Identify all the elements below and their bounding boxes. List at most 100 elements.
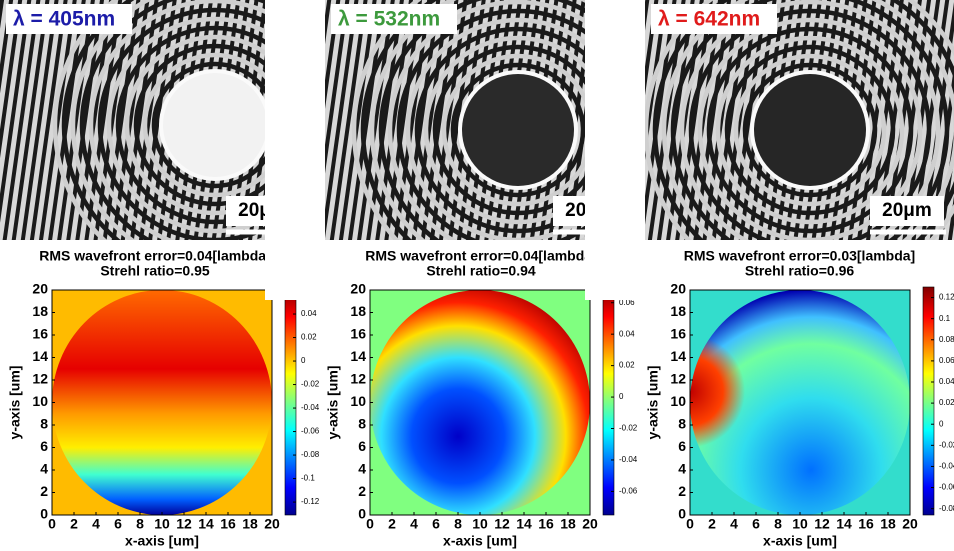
fringe-ring — [715, 35, 905, 225]
x-tick-label: 0 — [686, 516, 694, 532]
y-tick-label: 18 — [670, 303, 686, 319]
wavelength-label: λ = 405nm — [13, 8, 115, 31]
colorbar-tick-label: -0.04 — [939, 462, 954, 471]
colorbar — [284, 286, 297, 516]
y-tick-label: 18 — [350, 303, 366, 319]
x-tick-label: 10 — [154, 516, 170, 532]
colorbar-tick-label: 0.12 — [939, 293, 954, 302]
colorbar-tick-label: -0.06 — [939, 483, 954, 492]
y-tick-label: 8 — [40, 416, 48, 432]
colorbar-tick-label: 0.1 — [939, 314, 951, 323]
x-tick-label: 12 — [176, 516, 192, 532]
x-tick-label: 8 — [454, 516, 462, 532]
y-axis-label: y-axis [um] — [7, 366, 23, 440]
colorbar-tick-label: 0 — [939, 419, 944, 428]
y-tick-label: 4 — [678, 461, 686, 477]
x-tick-label: 12 — [814, 516, 830, 532]
x-tick-label: 14 — [836, 516, 852, 532]
x-axis-label: x-axis [um] — [125, 533, 199, 549]
fringe-ring — [706, 26, 914, 234]
y-axis-label: y-axis [um] — [645, 366, 661, 440]
x-tick-label: 6 — [432, 516, 440, 532]
aperture — [163, 73, 267, 177]
y-tick-label: 20 — [670, 281, 686, 297]
label-box — [651, 4, 777, 34]
colorbar-tick-label: 0.04 — [619, 329, 635, 338]
y-tick-label: 20 — [350, 281, 366, 297]
y-axis-label: y-axis [um] — [325, 366, 341, 440]
y-tick-label: 10 — [670, 393, 686, 409]
x-tick-label: 6 — [752, 516, 760, 532]
strehl-text: Strehl ratio=0.95 — [100, 263, 210, 279]
y-tick-label: 20 — [32, 281, 48, 297]
y-tick-label: 18 — [32, 303, 48, 319]
aperture — [462, 74, 574, 186]
y-tick-label: 10 — [350, 393, 366, 409]
y-tick-label: 14 — [670, 348, 686, 364]
fringe-ring — [742, 62, 878, 198]
colorbar-tick-label: 0.06 — [939, 356, 954, 365]
colorbar — [922, 286, 935, 516]
x-tick-label: 20 — [264, 516, 280, 532]
x-tick-label: 4 — [730, 516, 738, 532]
y-tick-label: 12 — [350, 371, 366, 387]
x-tick-label: 18 — [880, 516, 896, 532]
colorbar-tick-label: 0 — [619, 392, 624, 401]
x-tick-label: 18 — [242, 516, 258, 532]
y-tick-label: 0 — [358, 506, 366, 522]
x-tick-label: 4 — [92, 516, 100, 532]
scale-label: 20μm — [882, 200, 932, 221]
x-tick-label: 20 — [582, 516, 598, 532]
x-axis-label: x-axis [um] — [763, 533, 837, 549]
colorbar-tick-label: 0.08 — [939, 335, 954, 344]
y-tick-label: 6 — [358, 438, 366, 454]
x-tick-label: 8 — [136, 516, 144, 532]
y-tick-label: 2 — [358, 483, 366, 499]
colorbar-tick-label: 0.04 — [939, 377, 954, 386]
y-tick-label: 4 — [40, 461, 48, 477]
x-tick-label: 6 — [114, 516, 122, 532]
x-tick-label: 0 — [366, 516, 374, 532]
y-tick-label: 2 — [678, 483, 686, 499]
fringe-ring — [733, 53, 887, 207]
colorbar-tick-label: 0.02 — [939, 398, 954, 407]
x-tick-label: 2 — [70, 516, 78, 532]
x-tick-label: 10 — [792, 516, 808, 532]
y-tick-label: 16 — [32, 326, 48, 342]
y-tick-label: 6 — [678, 438, 686, 454]
x-axis-label: x-axis [um] — [443, 533, 517, 549]
wavefront-map — [370, 290, 590, 515]
image-frame — [585, 0, 954, 300]
rms-text: RMS wavefront error=0.03[lambda] — [684, 248, 915, 264]
y-tick-label: 6 — [40, 438, 48, 454]
wavefront-lobe — [690, 290, 910, 515]
x-tick-label: 18 — [560, 516, 576, 532]
y-tick-label: 8 — [358, 416, 366, 432]
rms-text: RMS wavefront error=0.04[lambda] — [365, 248, 596, 264]
x-tick-label: 0 — [48, 516, 56, 532]
x-tick-label: 2 — [388, 516, 396, 532]
colorbar-tick-label: 0 — [301, 356, 306, 365]
fringe-ring — [724, 44, 896, 216]
colorbar — [602, 286, 615, 516]
fringe-ring — [450, 62, 586, 198]
colorbar-tick-label: -0.02 — [301, 380, 320, 389]
colorbar-tick-label: -0.06 — [301, 427, 320, 436]
colorbar-tick-label: -0.06 — [619, 487, 638, 496]
colorbar-tick-label: 0.04 — [301, 309, 317, 318]
colorbar-tick-label: -0.02 — [619, 424, 638, 433]
wavelength-label: λ = 532nm — [338, 8, 440, 31]
colorbar-tick-label: -0.12 — [301, 497, 320, 506]
y-tick-label: 0 — [678, 506, 686, 522]
colorbar-tick-label: 0.02 — [619, 361, 635, 370]
y-tick-label: 0 — [40, 506, 48, 522]
x-tick-label: 14 — [198, 516, 214, 532]
y-tick-label: 16 — [350, 326, 366, 342]
strehl-text: Strehl ratio=0.96 — [745, 263, 855, 279]
x-tick-label: 16 — [858, 516, 874, 532]
x-tick-label: 14 — [516, 516, 532, 532]
x-tick-label: 8 — [774, 516, 782, 532]
colorbar-tick-label: -0.1 — [301, 474, 315, 483]
colorbar-tick-label: 0.06 — [619, 298, 635, 307]
